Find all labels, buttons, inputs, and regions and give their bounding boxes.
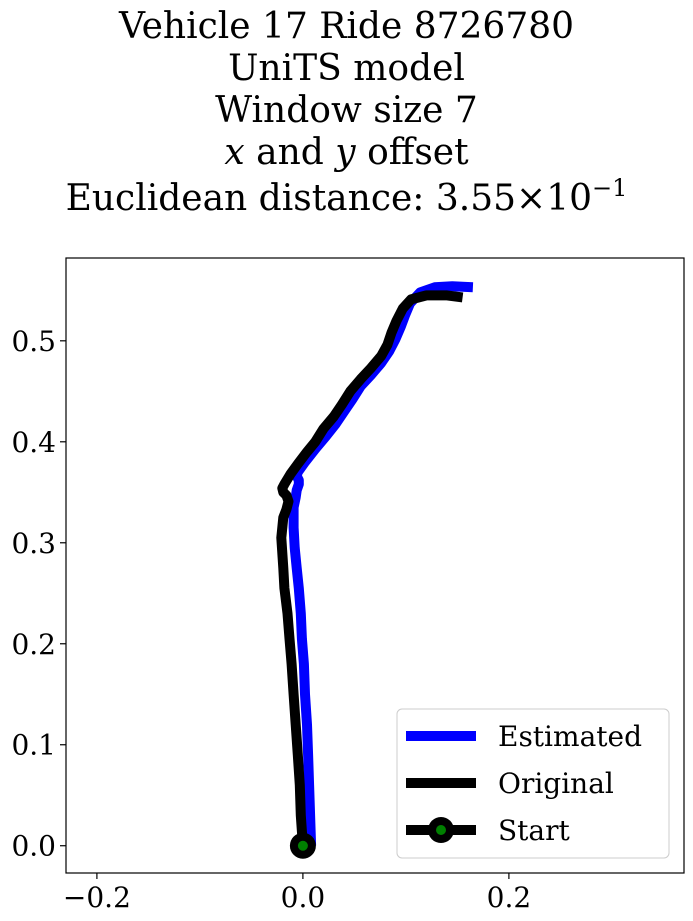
title-line-1: Vehicle 17 Ride 8726780 [118,6,575,47]
title-line-2: UniTS model [228,48,465,89]
plot-frame [65,257,685,874]
x-tick-label: 0.2 [487,881,532,914]
x-tick-label: 0.0 [281,881,326,914]
axis-layer: −0.2 0.0 0.20.00.10.20.30.40.5 [11,325,531,914]
series-layer [276,281,474,859]
legend-label-estimated: Estimated [498,720,642,753]
legend-label-start: Start [498,814,571,847]
legend-label-original: Original [498,767,614,800]
title-distance-exponent: −1 [592,174,628,202]
title-line-4: x and y offset [0,132,693,174]
title-line-5: Euclidean distance: 3.55×10−1 [0,176,693,220]
legend: Estimated Original Start [396,708,670,859]
legend-box [396,708,670,859]
legend-start-marker-inner [436,825,446,835]
series-line-original [276,290,464,847]
start-marker-inner [297,840,308,851]
title-distance-mantissa: 3.55 [435,178,517,219]
title-y-variable: y [335,132,356,173]
y-tick-label: 0.5 [11,325,56,358]
y-tick-label: 0.1 [11,729,56,762]
y-tick-label: 0.2 [11,628,56,661]
title-distance-prefix: Euclidean distance: [65,178,436,219]
title-offset-suffix: offset [355,132,469,173]
title-and: and [244,132,336,173]
x-tick-label: −0.2 [63,881,131,914]
series-line-estimated [288,281,474,846]
y-tick-label: 0.0 [11,830,56,863]
title-line-3: Window size 7 [215,90,478,131]
title-x-variable: x [224,132,245,173]
title-distance-times: × [516,178,547,219]
y-tick-label: 0.4 [11,426,56,459]
y-tick-label: 0.3 [11,527,56,560]
title-distance-base: 10 [546,178,593,219]
